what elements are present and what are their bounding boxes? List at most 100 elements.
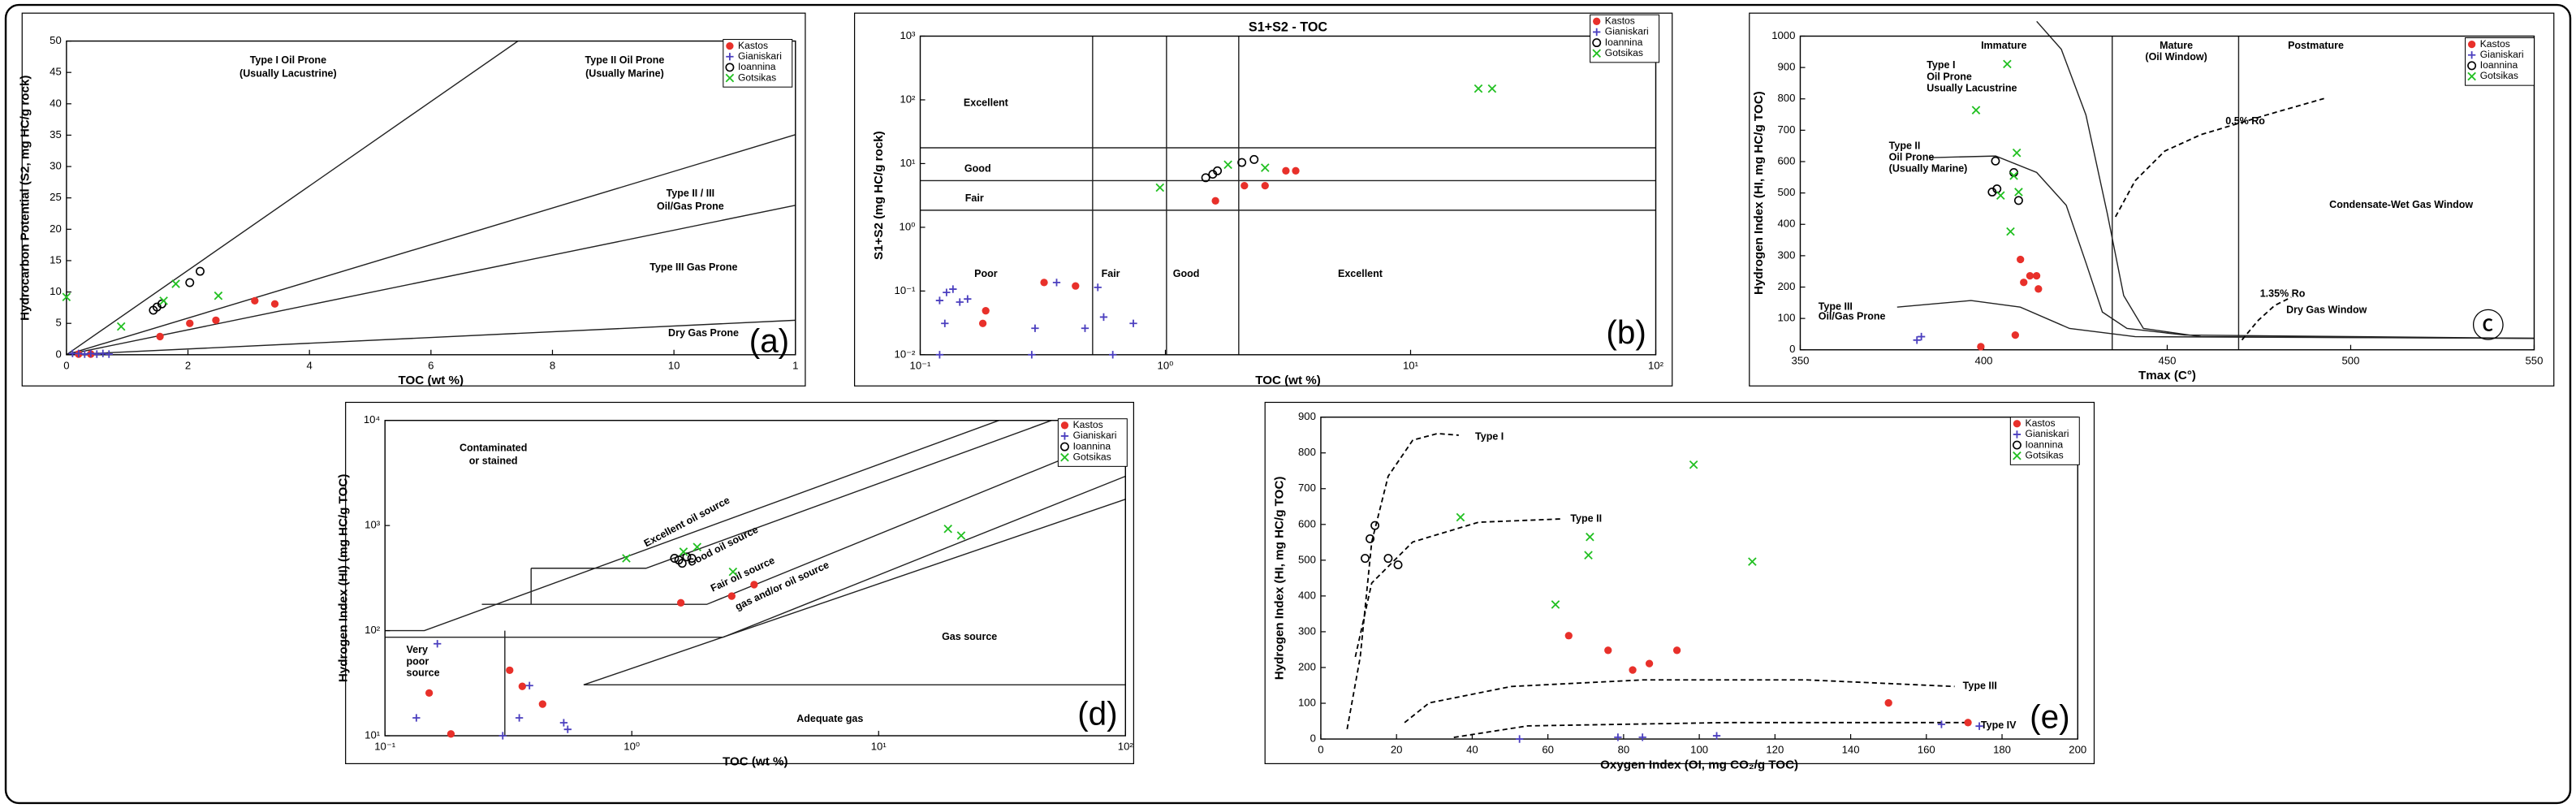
annotation: Usually Lacustrine — [1927, 83, 2017, 94]
y-tick-label: 500 — [1298, 553, 1316, 565]
point — [1052, 279, 1061, 287]
legend-label: Ioannina — [738, 61, 776, 72]
point — [518, 682, 526, 690]
y-tick-label: 10² — [365, 624, 381, 636]
point — [1672, 646, 1681, 655]
legend-box — [723, 39, 793, 88]
point — [1393, 560, 1403, 570]
panel-frame — [345, 401, 1135, 765]
point — [1964, 719, 1972, 727]
point — [214, 291, 223, 300]
reference-line — [66, 40, 519, 356]
legend-box — [1057, 418, 1128, 467]
x-tick-label: 40 — [1466, 744, 1478, 756]
point — [1551, 600, 1560, 609]
point — [1474, 84, 1483, 93]
x-tick-label: 80 — [1618, 744, 1630, 756]
point — [622, 554, 631, 563]
y-tick-label: 10⁴ — [364, 413, 380, 426]
panel: 350 400 450 500 550 0 100 200 300 400 500 600 700 800… — [1749, 12, 2555, 387]
point — [2034, 285, 2043, 293]
point — [1884, 698, 1892, 707]
x-tick-label: 160 — [1918, 744, 1935, 756]
annotation: Excellent — [964, 97, 1009, 109]
point — [679, 547, 688, 556]
legend-marker — [1060, 421, 1069, 430]
y-tick-label: 10¹ — [365, 728, 381, 741]
y-tick-label: 40 — [50, 97, 62, 109]
annotation: Immature — [1981, 40, 2026, 51]
point — [676, 598, 685, 607]
x-axis-label: TOC (wt %) — [723, 754, 788, 768]
x-tick-label: 180 — [1993, 744, 2011, 756]
legend-label: Ioannina — [2480, 59, 2518, 71]
panel-label: ⓒ — [2472, 307, 2505, 344]
legend-label: Kastos — [1605, 15, 1635, 26]
point — [506, 666, 514, 675]
y-tick-label: 200 — [1298, 660, 1316, 672]
point — [434, 640, 442, 648]
x-tick-label: 120 — [1766, 744, 1784, 756]
point — [1241, 181, 1249, 190]
legend-marker — [725, 73, 735, 83]
point — [156, 332, 164, 341]
legend-label: Gianiskari — [1605, 26, 1649, 37]
y-tick-label: 5 — [55, 317, 61, 329]
y-tick-label: 600 — [1778, 154, 1796, 166]
point — [978, 319, 987, 327]
annotation: Mature — [2160, 40, 2193, 51]
legend-label: Kastos — [1073, 419, 1103, 430]
x-tick-label: 6 — [428, 359, 434, 371]
y-tick-label: 900 — [1778, 61, 1796, 73]
legend-marker — [725, 63, 735, 72]
reference-curve — [2114, 97, 2324, 218]
legend-marker — [726, 41, 734, 50]
legend-marker — [1060, 432, 1069, 440]
reference-line — [481, 433, 1126, 605]
legend-marker — [1059, 442, 1069, 452]
point — [1586, 532, 1594, 542]
point — [1614, 733, 1622, 741]
annotation: Type II — [1570, 512, 1602, 524]
legend-marker — [1060, 452, 1069, 462]
point — [956, 531, 966, 540]
point — [693, 542, 702, 551]
point — [425, 689, 434, 698]
point — [935, 351, 944, 359]
annotation: Condensate-Wet Gas Window — [2329, 199, 2473, 210]
legend-marker — [2467, 71, 2476, 81]
point — [2003, 59, 2012, 69]
reference-curve — [1404, 679, 1955, 724]
point — [412, 714, 421, 722]
x-tick-label: 10⁰ — [624, 741, 640, 753]
point — [956, 298, 964, 306]
point — [1237, 158, 1247, 167]
point — [1975, 722, 1983, 730]
annotation: Type III — [1963, 681, 1997, 692]
point — [1211, 197, 1219, 205]
point — [1689, 460, 1698, 469]
reference-curve — [2241, 296, 2292, 341]
x-tick-label: 1 — [792, 359, 798, 371]
point — [670, 554, 680, 563]
annotation: Type II — [1889, 140, 1921, 151]
panel: 0 20 40 60 80 100 120 140 160 180 200 0 100 200 300 400… — [1264, 401, 2095, 771]
point — [1370, 521, 1380, 530]
point — [1081, 324, 1090, 332]
legend-marker — [2012, 440, 2022, 450]
x-tick-label: 200 — [2069, 744, 2086, 756]
point — [171, 279, 180, 288]
y-tick-label: 20 — [50, 223, 62, 235]
point — [2017, 255, 2025, 264]
annotation: or stained — [469, 456, 518, 467]
annotation: 1.35% Ro — [2260, 287, 2306, 299]
point — [447, 730, 455, 738]
annotation: (Usually Lacustrine) — [239, 67, 337, 79]
y-tick-label: 10⁻¹ — [895, 284, 917, 296]
point — [1129, 319, 1137, 327]
x-axis-label: TOC (wt %) — [1255, 374, 1321, 387]
y-tick-label: 10¹ — [900, 157, 916, 169]
point — [2013, 196, 2023, 205]
reference-line — [531, 420, 1052, 569]
